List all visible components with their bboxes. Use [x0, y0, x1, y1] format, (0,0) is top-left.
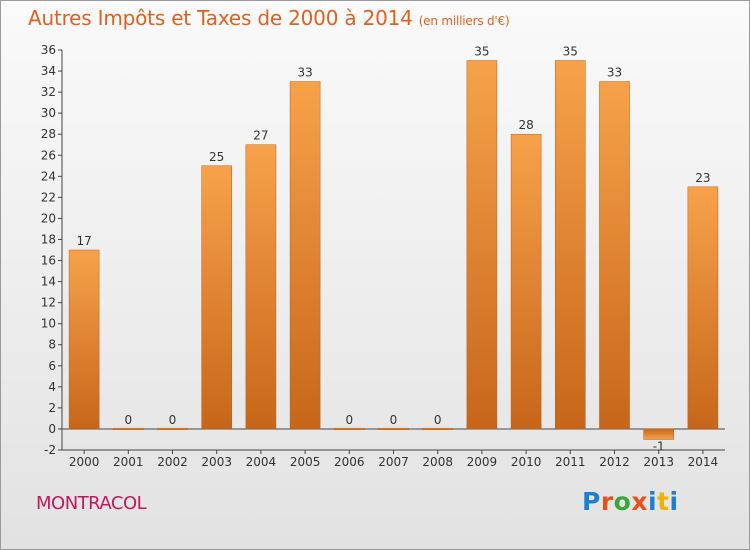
data-label-2011: 35 — [563, 45, 578, 59]
x-tick-label: 2013 — [643, 455, 674, 469]
y-tick-label: 26 — [41, 148, 56, 162]
bar-2006 — [334, 427, 365, 430]
y-tick-label: 30 — [41, 106, 56, 120]
x-tick-label: 2003 — [201, 455, 232, 469]
x-tick-label: 2001 — [113, 455, 144, 469]
bar-2012 — [599, 81, 630, 430]
x-tick-label: 2014 — [688, 455, 719, 469]
bar-2000 — [68, 249, 100, 430]
y-tick-label: 14 — [41, 275, 56, 289]
x-tick-label: 2007 — [378, 455, 409, 469]
y-tick-label: 6 — [48, 359, 56, 373]
y-tick-label: 2 — [48, 401, 56, 415]
y-tick-label: 28 — [41, 127, 56, 141]
y-tick-label: -2 — [44, 443, 56, 457]
data-label-2005: 33 — [297, 66, 312, 80]
x-tick-label: 2004 — [246, 455, 277, 469]
bar-2009 — [466, 60, 498, 430]
bar-2007 — [378, 427, 409, 430]
data-label-2000: 17 — [76, 234, 91, 248]
data-label-2001: 0 — [124, 413, 132, 427]
x-tick-label: 2005 — [290, 455, 321, 469]
data-label-2009: 35 — [474, 45, 489, 59]
chart-unit: (en milliers d'€) — [418, 14, 510, 28]
bar-2014 — [687, 186, 719, 430]
y-tick-label: 36 — [41, 43, 56, 57]
data-label-2003: 25 — [209, 150, 224, 164]
data-label-2010: 28 — [518, 118, 533, 132]
logo-letter: t — [657, 487, 670, 516]
x-tick-label: 2006 — [334, 455, 365, 469]
x-tick-label: 2011 — [555, 455, 586, 469]
x-tick-label: 2000 — [69, 455, 100, 469]
proxiti-logo: Proxiti — [582, 487, 679, 516]
chart-title-text: Autres Impôts et Taxes de 2000 à 2014 — [28, 6, 413, 30]
data-label-2012: 33 — [607, 66, 622, 80]
y-tick-label: 22 — [41, 190, 56, 204]
x-tick-label: 2010 — [511, 455, 542, 469]
y-tick-label: 4 — [48, 380, 56, 394]
chart-data-labels: 17 0 0 25 27 33 0 0 0 35 28 35 33 -1 23 — [76, 45, 710, 454]
bar-2008 — [422, 427, 453, 430]
bar-2002 — [157, 427, 188, 430]
data-label-2013: -1 — [653, 439, 665, 453]
y-tick-label: 16 — [41, 254, 56, 268]
y-tick-label: 10 — [41, 317, 56, 331]
place-name: MONTRACOL — [36, 493, 147, 514]
chart-title: Autres Impôts et Taxes de 2000 à 2014 (en… — [28, 6, 510, 30]
data-label-2006: 0 — [345, 413, 353, 427]
y-tick-label: 0 — [48, 422, 56, 436]
y-tick-label: 18 — [41, 232, 56, 246]
logo-letter: x — [631, 487, 648, 516]
bar-2013 — [643, 428, 674, 440]
y-tick-label: 34 — [41, 64, 56, 78]
data-label-2007: 0 — [390, 413, 398, 427]
data-label-2014: 23 — [695, 171, 710, 185]
data-label-2002: 0 — [169, 413, 177, 427]
x-tick-label: 2008 — [422, 455, 453, 469]
bar-2003 — [201, 165, 232, 430]
data-label-2004: 27 — [253, 129, 268, 143]
y-tick-label: 12 — [41, 296, 56, 310]
logo-letter: i — [669, 487, 679, 516]
y-tick-label: 20 — [41, 211, 56, 225]
logo-letter: i — [648, 487, 658, 516]
bar-2011 — [555, 60, 586, 430]
x-tick-label: 2009 — [467, 455, 498, 469]
chart-bars — [68, 60, 719, 440]
bar-2001 — [113, 427, 144, 430]
logo-letter: r — [600, 487, 614, 516]
bar-2004 — [245, 144, 277, 430]
x-tick-label: 2002 — [157, 455, 188, 469]
y-tick-label: 24 — [41, 169, 56, 183]
logo-letter: o — [613, 487, 632, 516]
logo-letter: P — [582, 487, 601, 516]
bar-2010 — [510, 133, 542, 430]
x-tick-label: 2012 — [599, 455, 630, 469]
y-tick-label: 8 — [48, 338, 56, 352]
y-tick-label: 32 — [41, 85, 56, 99]
data-label-2008: 0 — [434, 413, 442, 427]
bar-2005 — [289, 81, 321, 430]
